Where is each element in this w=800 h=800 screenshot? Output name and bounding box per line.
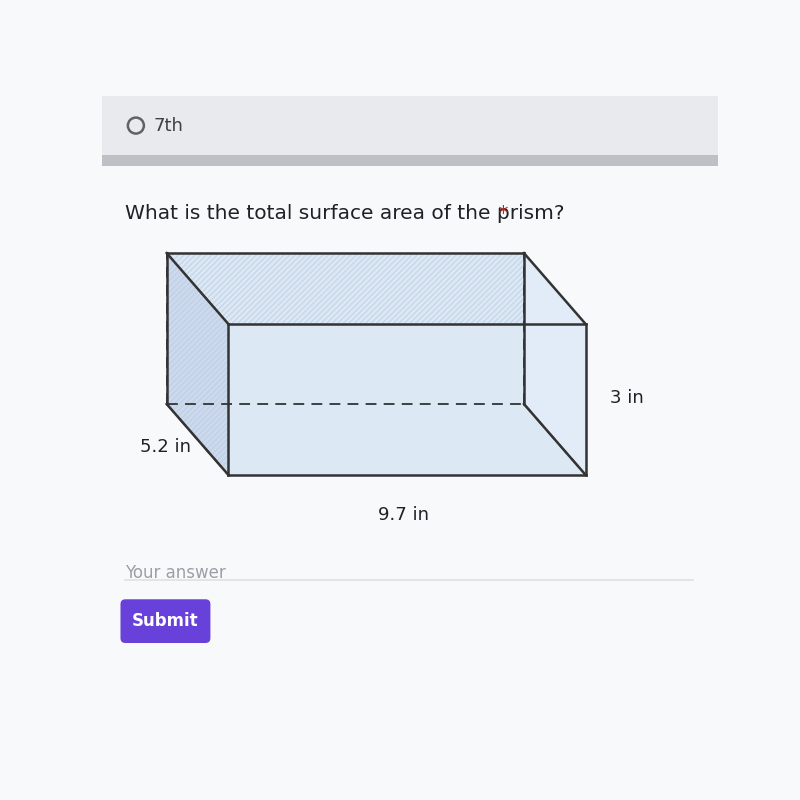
Text: Your answer: Your answer: [126, 564, 226, 582]
Polygon shape: [166, 253, 228, 475]
Text: *: *: [492, 204, 509, 222]
Polygon shape: [228, 324, 586, 475]
Polygon shape: [524, 253, 586, 475]
Text: What is the total surface area of the prism?: What is the total surface area of the pr…: [126, 204, 565, 222]
Text: 3 in: 3 in: [610, 389, 644, 407]
Bar: [102, 96, 718, 154]
Text: 7th: 7th: [153, 117, 183, 134]
Text: 9.7 in: 9.7 in: [378, 506, 430, 524]
Polygon shape: [166, 253, 586, 324]
Text: Submit: Submit: [132, 612, 198, 630]
Bar: [102, 166, 718, 712]
FancyBboxPatch shape: [121, 599, 210, 643]
Text: 5.2 in: 5.2 in: [140, 438, 191, 456]
Bar: [102, 154, 718, 166]
